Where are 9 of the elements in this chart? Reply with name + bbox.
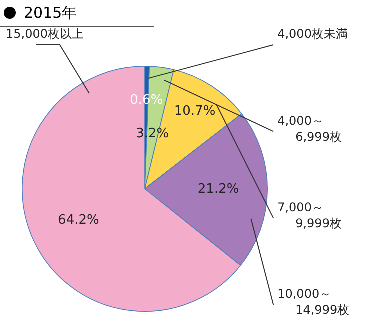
slice-label: 10,000～14,999枚 [278,287,350,318]
slice-label: 4,000枚未満 [278,27,348,42]
data-label: 64.2% [58,213,100,228]
slice-label: 4,000～6,999枚 [278,114,342,144]
slice-label: 7,000～9,999枚 [278,200,342,230]
data-label: 21.2% [198,182,240,197]
chart-title: 2015年 [24,4,78,22]
data-label: 10.7% [174,104,216,120]
slice-label: 15,000枚以上 [6,27,84,42]
